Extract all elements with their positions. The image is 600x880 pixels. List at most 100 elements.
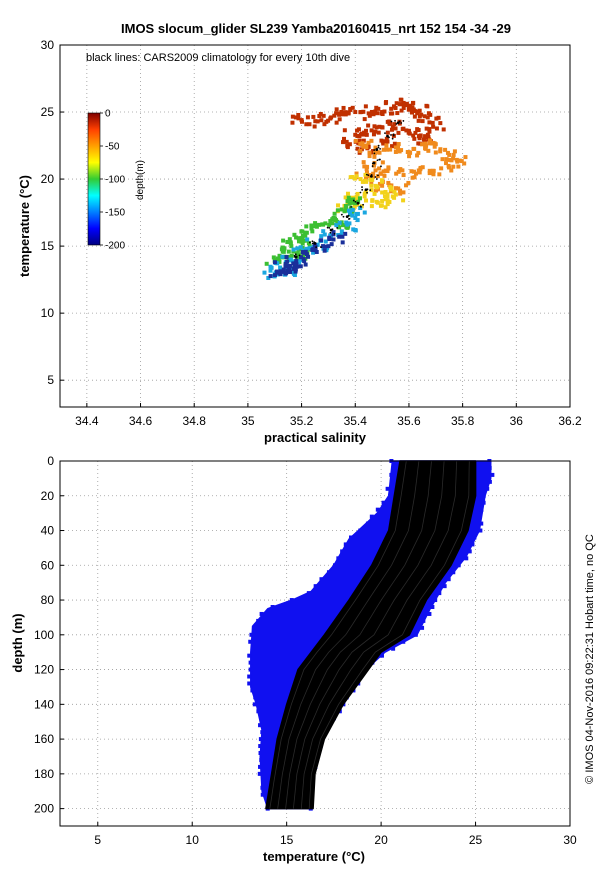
ts-x-tick-label: 35.2: [290, 414, 314, 428]
climatology-profile-line: [285, 460, 432, 809]
ts-scatter-dot: [287, 237, 292, 242]
ts-x-tick-label: 35: [241, 414, 255, 428]
ts-scatter-dot: [341, 140, 346, 145]
ts-scatter-dot: [415, 153, 420, 158]
ts-scatter-dot: [367, 154, 372, 159]
ts-scatter-dot: [288, 254, 293, 259]
ts-data-point: [353, 110, 358, 115]
ts-scatter-dot: [312, 124, 317, 129]
ts-climatology-dot: [333, 232, 336, 235]
ts-scatter-dot: [295, 264, 300, 269]
ts-scatter-dot: [335, 219, 340, 224]
glider-profile-point: [258, 737, 263, 742]
glider-profile-point: [379, 653, 384, 658]
ts-scatter-dot: [289, 244, 294, 249]
ts-scatter-dot: [305, 237, 310, 242]
ts-data-point: [278, 265, 283, 270]
ts-climatology-dot: [311, 240, 314, 243]
ts-scatter-dot: [389, 186, 394, 191]
ts-scatter-dot: [370, 150, 375, 155]
glider-profile-point: [420, 625, 425, 630]
glider-profile-point: [375, 507, 380, 512]
ts-scatter-dot: [411, 107, 416, 112]
ts-scatter-dot: [383, 168, 388, 173]
ts-scatter-dot: [371, 112, 376, 117]
ts-scatter-dot: [412, 114, 417, 119]
ts-scatter-dot: [341, 105, 346, 110]
ts-scatter-dot: [350, 105, 355, 110]
ts-scatter-dot: [399, 108, 404, 113]
ts-scatter-dot: [362, 194, 367, 199]
ts-scatter-dot: [354, 174, 359, 179]
glider-profile-point: [401, 639, 406, 644]
ts-climatology-dot: [377, 144, 380, 147]
ts-scatter-dot: [331, 230, 336, 235]
ts-scatter-dot: [396, 142, 401, 147]
ts-climatology-dot: [391, 137, 394, 140]
ts-scatter-dot: [434, 126, 439, 131]
profile-y-tick-label: 120: [34, 663, 54, 677]
climatology-profile-line: [308, 460, 470, 809]
glider-profile-point: [479, 507, 484, 512]
glider-profile-point: [259, 757, 264, 762]
ts-data-point: [377, 124, 382, 129]
ts-scatter-dot: [421, 137, 426, 142]
ts-data-point: [455, 159, 460, 164]
ts-climatology-dot: [366, 191, 368, 194]
ts-scatter-dot: [293, 262, 298, 267]
profile-x-tick-label: 5: [94, 833, 101, 847]
ts-scatter-dot: [293, 115, 298, 120]
ts-scatter-dot: [389, 106, 394, 111]
ts-scatter-dot: [416, 118, 421, 123]
ts-scatter-dot: [350, 213, 355, 218]
ts-scatter-dot: [383, 189, 388, 194]
ts-climatology-dot: [375, 178, 378, 180]
ts-scatter-dot: [416, 168, 421, 173]
ts-climatology-dot: [371, 162, 374, 165]
glider-profile-point: [485, 486, 490, 491]
ts-scatter-dot: [433, 150, 438, 155]
ts-scatter-dot: [369, 204, 374, 209]
ts-scatter-dot: [379, 178, 384, 183]
ts-scatter-dot: [347, 201, 352, 206]
ts-scatter-dot: [276, 257, 281, 262]
ts-scatter-dot: [393, 126, 398, 131]
ts-climatology-dot: [331, 228, 334, 231]
ts-scatter-dot: [377, 166, 382, 171]
climatology-profile-line: [277, 460, 420, 809]
ts-scatter-dot: [372, 191, 377, 196]
ts-data-point: [385, 139, 390, 144]
glider-profile-point: [249, 632, 254, 637]
ts-scatter-dot: [369, 138, 374, 143]
ts-scatter-dot: [285, 259, 290, 264]
ts-scatter-dot: [416, 150, 421, 155]
ts-data-point: [337, 225, 342, 230]
ts-scatter-dot: [377, 181, 382, 186]
ts-data-points: [262, 97, 468, 280]
profile-y-tick-label: 0: [47, 454, 54, 468]
ts-scatter-dot: [444, 161, 449, 166]
ts-scatter-dot: [300, 250, 305, 255]
ts-scatter-dot: [404, 103, 409, 108]
colorbar-tick-label: -200: [105, 241, 125, 252]
ts-scatter-dot: [337, 117, 342, 122]
ts-scatter-dot: [326, 244, 331, 249]
ts-scatter-dot: [290, 114, 295, 119]
ts-climatology-dot: [395, 123, 398, 125]
ts-scatter-dot: [278, 269, 283, 274]
ts-scatter-dot: [382, 109, 387, 114]
ts-climatology-dot: [315, 246, 318, 249]
ts-scatter-dot: [364, 145, 369, 150]
ts-scatter-dot: [300, 241, 305, 246]
ts-scatter-dot: [351, 197, 356, 202]
ts-scatter-dot: [266, 275, 271, 280]
profile-y-tick-label: 40: [41, 524, 55, 538]
ts-scatter-dot: [424, 126, 429, 131]
ts-scatter-dot: [370, 198, 375, 203]
ts-climatology-dot: [361, 188, 364, 191]
ts-scatter-dot: [419, 112, 424, 117]
ts-scatter-dot: [362, 210, 367, 215]
depth-colorbar: 0 -50 -100 -150 -200 depth(m): [87, 109, 146, 252]
ts-scatter-dot: [340, 112, 345, 117]
ts-climatology-dot: [371, 165, 374, 167]
